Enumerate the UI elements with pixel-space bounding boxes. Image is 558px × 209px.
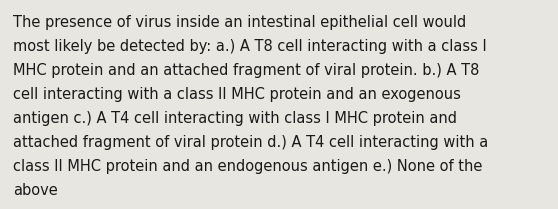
Text: The presence of virus inside an intestinal epithelial cell would: The presence of virus inside an intestin… — [13, 15, 466, 30]
Text: cell interacting with a class II MHC protein and an exogenous: cell interacting with a class II MHC pro… — [13, 87, 461, 102]
Text: attached fragment of viral protein d.) A T4 cell interacting with a: attached fragment of viral protein d.) A… — [13, 135, 488, 150]
Text: MHC protein and an attached fragment of viral protein. b.) A T8: MHC protein and an attached fragment of … — [13, 63, 479, 78]
Text: class II MHC protein and an endogenous antigen e.) None of the: class II MHC protein and an endogenous a… — [13, 159, 482, 174]
Text: antigen c.) A T4 cell interacting with class I MHC protein and: antigen c.) A T4 cell interacting with c… — [13, 111, 457, 126]
Text: most likely be detected by: a.) A T8 cell interacting with a class I: most likely be detected by: a.) A T8 cel… — [13, 39, 487, 54]
Text: above: above — [13, 183, 57, 198]
